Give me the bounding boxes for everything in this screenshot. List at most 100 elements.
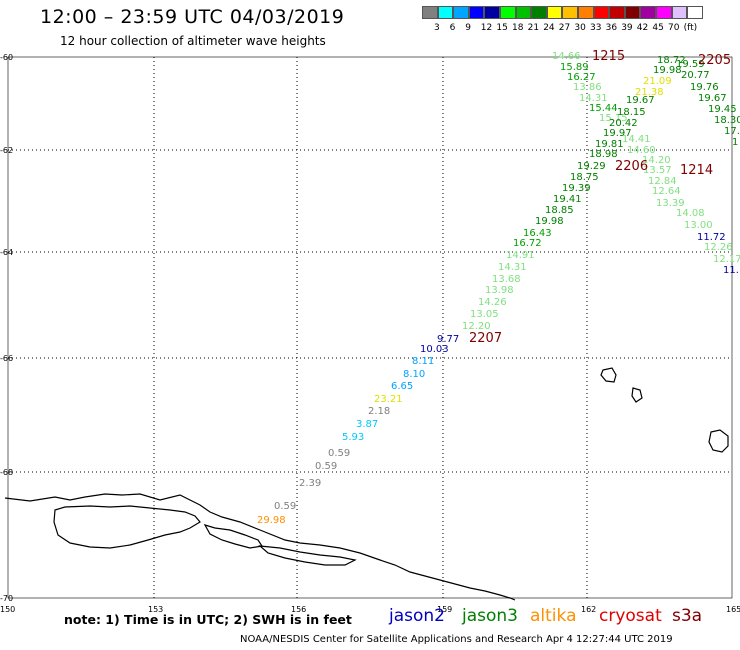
wave-height-reading: 20.42	[609, 118, 638, 129]
coastline	[4, 367, 729, 601]
wave-height-reading: 8.10	[403, 369, 425, 380]
wave-height-reading: 13.39	[656, 198, 685, 209]
wave-height-reading: 12.26	[704, 242, 733, 253]
wave-height-reading: 12.17	[713, 254, 740, 265]
wave-height-reading: 15.44	[589, 103, 618, 114]
scale-swatch	[624, 6, 641, 19]
pass-time-label: 2205	[698, 53, 731, 68]
wave-height-reading: 20.77	[681, 70, 710, 81]
wave-height-reading: 13.00	[684, 220, 713, 231]
wave-height-reading: 17.	[724, 126, 740, 137]
scale-label: (ft)	[683, 23, 698, 33]
pass-time-label: 2206	[615, 159, 648, 174]
wave-height-reading: 19.59	[676, 59, 705, 70]
wave-height-reading: 19.98	[653, 65, 682, 76]
wave-height-reading: 14.31	[579, 93, 608, 104]
wave-height-reading: 19.41	[553, 194, 582, 205]
legend-jason2: jason2	[389, 606, 445, 626]
wave-height-reading: 13.86	[573, 82, 602, 93]
page-subtitle: 12 hour collection of altimeter wave hei…	[60, 34, 326, 48]
pass-time-label: 1214	[680, 163, 713, 178]
wave-height-reading: 19.29	[577, 161, 606, 172]
wave-height-reading: 16.27	[567, 72, 596, 83]
scale-label: 45	[652, 23, 664, 33]
wave-height-reading: 18.30	[714, 115, 740, 126]
scale-label: 12	[480, 23, 493, 33]
y-tick-label: -60	[0, 53, 13, 62]
wave-height-reading: 14.60	[627, 145, 656, 156]
scale-label: 33	[590, 23, 602, 33]
wave-height-reading: 15.15	[599, 113, 628, 124]
scale-swatch	[640, 6, 656, 19]
wave-height-reading: 11.72	[697, 232, 726, 243]
footer-note: note: 1) Time is in UTC; 2) SWH is in fe…	[64, 612, 352, 627]
pass-time-label: 2207	[469, 331, 502, 346]
x-tick-label: 150	[0, 605, 15, 614]
scale-swatch	[484, 6, 500, 19]
wave-height-reading: 13.68	[492, 274, 521, 285]
x-tick-label: 165	[726, 605, 740, 614]
wave-height-reading: 29.98	[257, 515, 286, 526]
wave-height-reading: 12.64	[652, 186, 681, 197]
wave-height-reading: 16.72	[513, 238, 542, 249]
wave-height-reading: 14.41	[622, 134, 651, 145]
scale-swatch	[468, 6, 485, 19]
wave-height-reading: 19.76	[690, 82, 719, 93]
scale-label: 42	[636, 23, 649, 33]
scale-label: 6	[449, 23, 456, 33]
y-tick-label: -64	[0, 248, 13, 257]
color-scale-labels: 3 6 9 12 15 18 21 24 27 30 33 36 39 42 45 70 (ft)	[422, 23, 740, 35]
color-scale: 3 6 9 12 15 18 21 24 27 30 33 36 39 42 45 70 (ft)	[422, 6, 703, 33]
wave-height-reading: 21.38	[635, 87, 664, 98]
legend-altika: altika	[530, 606, 577, 626]
wave-height-reading: 19.39	[562, 183, 591, 194]
wave-height-reading: 14.26	[478, 297, 507, 308]
scale-swatch	[515, 6, 532, 19]
x-tick-label: 162	[581, 605, 596, 614]
y-tick-label: -68	[0, 468, 13, 477]
y-tick-label: -62	[0, 146, 13, 155]
wave-height-reading: 18.72	[657, 55, 686, 66]
wave-height-reading: 0.59	[274, 501, 296, 512]
scale-swatch	[437, 6, 454, 19]
wave-height-reading: 10.03	[420, 344, 449, 355]
wave-height-reading: 18.98	[589, 149, 618, 160]
scale-label: 3	[434, 23, 440, 33]
scale-label: 36	[605, 23, 618, 33]
scale-label: 30	[574, 23, 586, 33]
wave-height-reading: 5.93	[342, 432, 364, 443]
scale-swatch	[422, 6, 438, 19]
wave-height-reading: 8.11	[412, 356, 434, 367]
footer-credit: NOAA/NESDIS Center for Satellite Applica…	[240, 634, 673, 645]
wave-height-reading: 18.85	[545, 205, 574, 216]
wave-height-reading: 2.18	[368, 406, 390, 417]
wave-height-reading: 12.20	[462, 321, 491, 332]
scale-swatch	[499, 6, 516, 19]
legend-s3a: s3a	[672, 606, 703, 626]
y-tick-label: -70	[0, 594, 13, 603]
legend-jason3: jason3	[462, 606, 518, 626]
pass-time-label: 1215	[592, 49, 625, 64]
scale-swatch	[655, 6, 672, 19]
wave-height-reading: 11.	[723, 265, 739, 276]
scale-label: 70	[668, 23, 680, 33]
wave-height-reading: 21.09	[643, 76, 672, 87]
scale-label: 18	[512, 23, 524, 33]
wave-height-reading: 19.45	[708, 104, 737, 115]
wave-height-reading: 3.87	[356, 419, 378, 430]
x-tick-label: 159	[437, 605, 452, 614]
wave-height-reading: 13.57	[643, 165, 672, 176]
scale-label: 39	[621, 23, 633, 33]
wave-height-reading: 19.67	[626, 95, 655, 106]
wave-height-reading: 15.89	[560, 62, 589, 73]
wave-height-reading: 19.67	[698, 93, 727, 104]
wave-height-reading: 14.31	[498, 262, 527, 273]
scale-swatch	[546, 6, 563, 19]
wave-height-reading: 13.98	[485, 285, 514, 296]
wave-height-reading: 14.08	[676, 208, 705, 219]
page-title: 12:00 – 23:59 UTC 04/03/2019	[40, 6, 345, 28]
scale-swatch	[671, 6, 688, 19]
scale-label: 27	[558, 23, 571, 33]
wave-height-reading: 14.20	[642, 155, 671, 166]
